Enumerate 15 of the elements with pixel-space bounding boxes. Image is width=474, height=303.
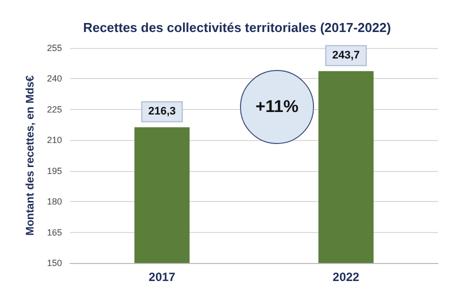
y-axis-title: Montant des recettes, en Mds€: [24, 75, 36, 236]
data-label: 243,7: [332, 50, 360, 62]
y-tick-label: 210: [46, 135, 62, 146]
x-tick-label: 2017: [148, 270, 176, 284]
y-tick-label: 150: [46, 258, 62, 268]
circle-badge: +11%: [240, 70, 314, 144]
data-label: 216,3: [148, 106, 176, 118]
x-tick-label: 2022: [332, 270, 360, 284]
y-tick-label: 195: [46, 166, 62, 176]
y-tick-label: 180: [46, 196, 62, 207]
y-tick-label: 165: [46, 227, 62, 238]
y-tick-label: 255: [46, 43, 62, 53]
y-tick-label: 240: [46, 74, 62, 84]
y-tick-label: 225: [46, 104, 62, 114]
chart-title: Recettes des collectivités territoriales (2017-2022): [83, 20, 391, 35]
